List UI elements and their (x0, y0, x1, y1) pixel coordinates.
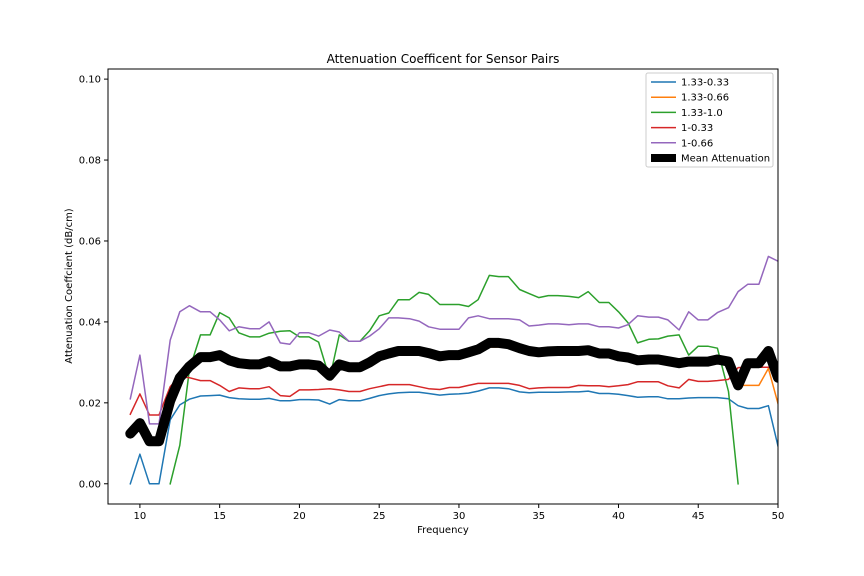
series-line-mean-attenuation (125, 337, 778, 447)
legend-label: 1-0.66 (681, 138, 713, 149)
series-line-1-0-33 (129, 366, 778, 416)
y-tick-label: 0.04 (79, 317, 101, 328)
chart-title: Attenuation Coefficent for Sensor Pairs (327, 52, 560, 66)
legend-label: 1.33-1.0 (681, 108, 723, 119)
plot-frame (107, 68, 779, 505)
x-tick-label: 30 (453, 511, 466, 522)
legend: 1.33-0.33 1.33-0.66 1.33-1.0 1-0.33 1-0.66 Me… (645, 72, 774, 168)
y-axis-title: Attenuation Coeffcient (dB/cm) (64, 208, 75, 364)
y-tick-label: 0.06 (79, 236, 101, 247)
x-tick-label: 20 (293, 511, 306, 522)
y-tick-label: 0.02 (79, 398, 101, 409)
series-line-1-33-1-0 (169, 274, 739, 485)
y-axis: 0.00 0.02 0.04 0.06 0.08 0.10 (79, 75, 108, 490)
x-axis-title: Frequency (417, 525, 469, 536)
x-tick-label: 40 (612, 511, 625, 522)
y-tick-label: 0.08 (79, 156, 101, 167)
legend-label: 1.33-0.33 (681, 78, 729, 89)
legend-label: Mean Attenuation (681, 154, 770, 165)
legend-box (645, 72, 774, 168)
x-tick-label: 25 (373, 511, 386, 522)
x-tick-label: 50 (772, 511, 785, 522)
y-tick-label: 0.00 (79, 479, 101, 490)
series-layer (125, 255, 778, 485)
series-line-1-33-0-33 (129, 387, 778, 485)
y-tick-label: 0.10 (79, 75, 101, 86)
legend-label: 1-0.33 (681, 123, 713, 134)
x-tick-label: 35 (532, 511, 545, 522)
x-tick-label: 15 (213, 511, 226, 522)
x-tick-label: 10 (134, 511, 147, 522)
legend-label: 1.33-0.66 (681, 93, 729, 104)
x-axis: 10 15 20 25 30 35 40 45 50 (134, 504, 785, 522)
series-line-1-0-66 (129, 255, 778, 425)
x-tick-label: 45 (692, 511, 705, 522)
